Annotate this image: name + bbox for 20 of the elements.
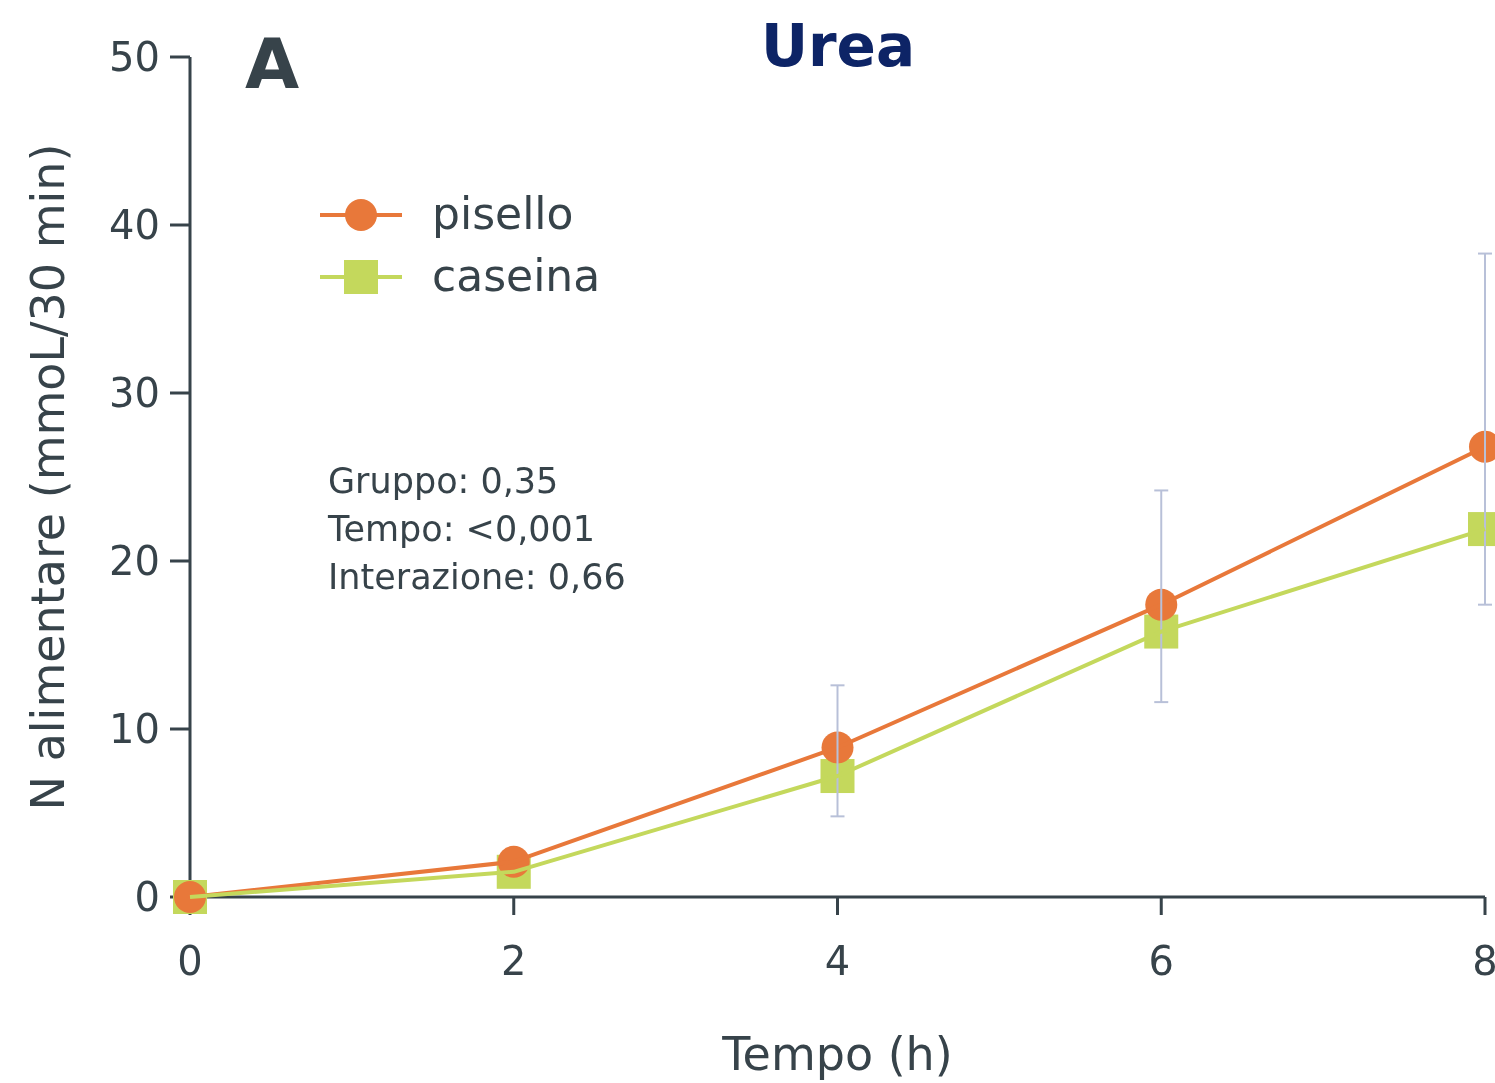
x-tick-label: 2 (501, 938, 527, 984)
y-tick-label: 10 (109, 706, 160, 752)
annotation: Gruppo: 0,35 (328, 461, 559, 501)
chart-title: Urea (760, 12, 916, 80)
y-tick-label: 0 (134, 874, 160, 920)
x-axis-title: Tempo (h) (721, 1027, 953, 1081)
annotation: A (245, 23, 300, 105)
annotation: Tempo: <0,001 (327, 509, 596, 549)
y-axis-title: N alimentare (mmoL/30 min) (21, 143, 75, 811)
y-tick-label: 40 (109, 202, 160, 248)
y-tick-label: 20 (109, 538, 160, 584)
x-tick-label: 4 (824, 938, 851, 984)
legend-label: caseina (432, 250, 601, 301)
x-tick-label: 6 (1148, 938, 1174, 984)
x-tick-label: 8 (1472, 938, 1495, 984)
legend-label: pisello (432, 188, 574, 239)
x-tick-label: 0 (177, 938, 203, 984)
annotation: Interazione: 0,66 (328, 557, 626, 597)
y-tick-label: 30 (109, 370, 160, 416)
y-tick-label: 50 (109, 34, 160, 80)
